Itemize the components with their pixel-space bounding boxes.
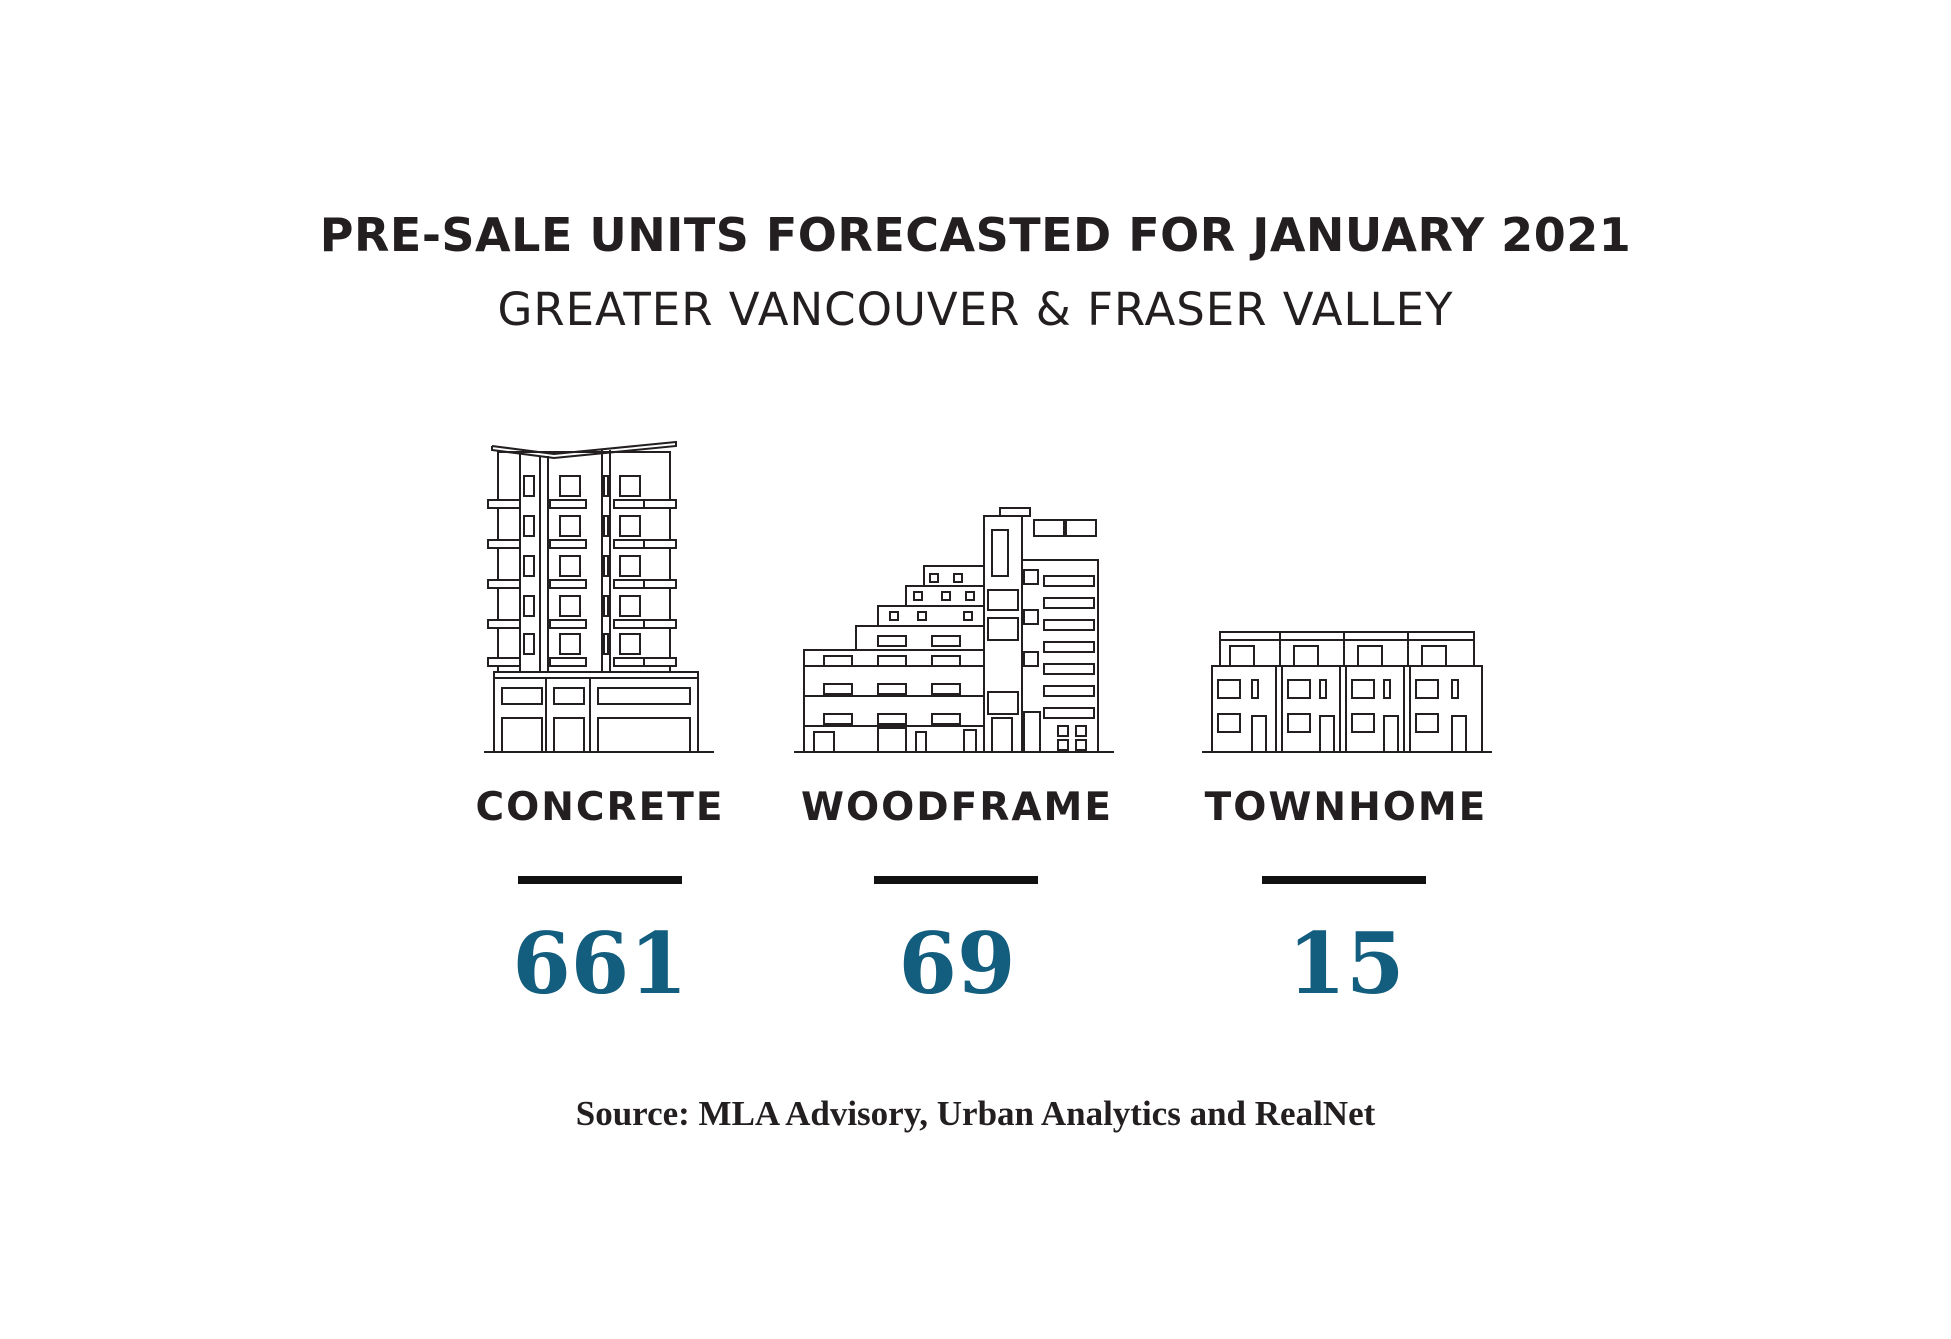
category-value: 661 [512, 914, 688, 1013]
page-title: PRE-SALE UNITS FORECASTED FOR JANUARY 20… [319, 208, 1632, 262]
category-townhome: TOWNHOME 15 [1196, 0, 1496, 1339]
category-value: 15 [1287, 914, 1405, 1013]
category-label: CONCRETE [475, 785, 725, 830]
category-woodframe: WOODFRAME 69 [792, 0, 1122, 1339]
category-value: 69 [898, 914, 1016, 1013]
category-concrete: CONCRETE 661 [470, 0, 730, 1339]
divider-rule [1262, 876, 1426, 884]
category-label: WOODFRAME [800, 785, 1113, 830]
source-citation: Source: MLA Advisory, Urban Analytics an… [575, 1094, 1376, 1133]
page-subtitle: GREATER VANCOUVER & FRASER VALLEY [497, 283, 1454, 336]
divider-rule [874, 876, 1038, 884]
midrise-building-icon [794, 507, 1114, 753]
townhouse-row-icon [1202, 631, 1492, 753]
category-label: TOWNHOME [1204, 785, 1488, 830]
divider-rule [518, 876, 682, 884]
highrise-building-icon [484, 440, 714, 753]
